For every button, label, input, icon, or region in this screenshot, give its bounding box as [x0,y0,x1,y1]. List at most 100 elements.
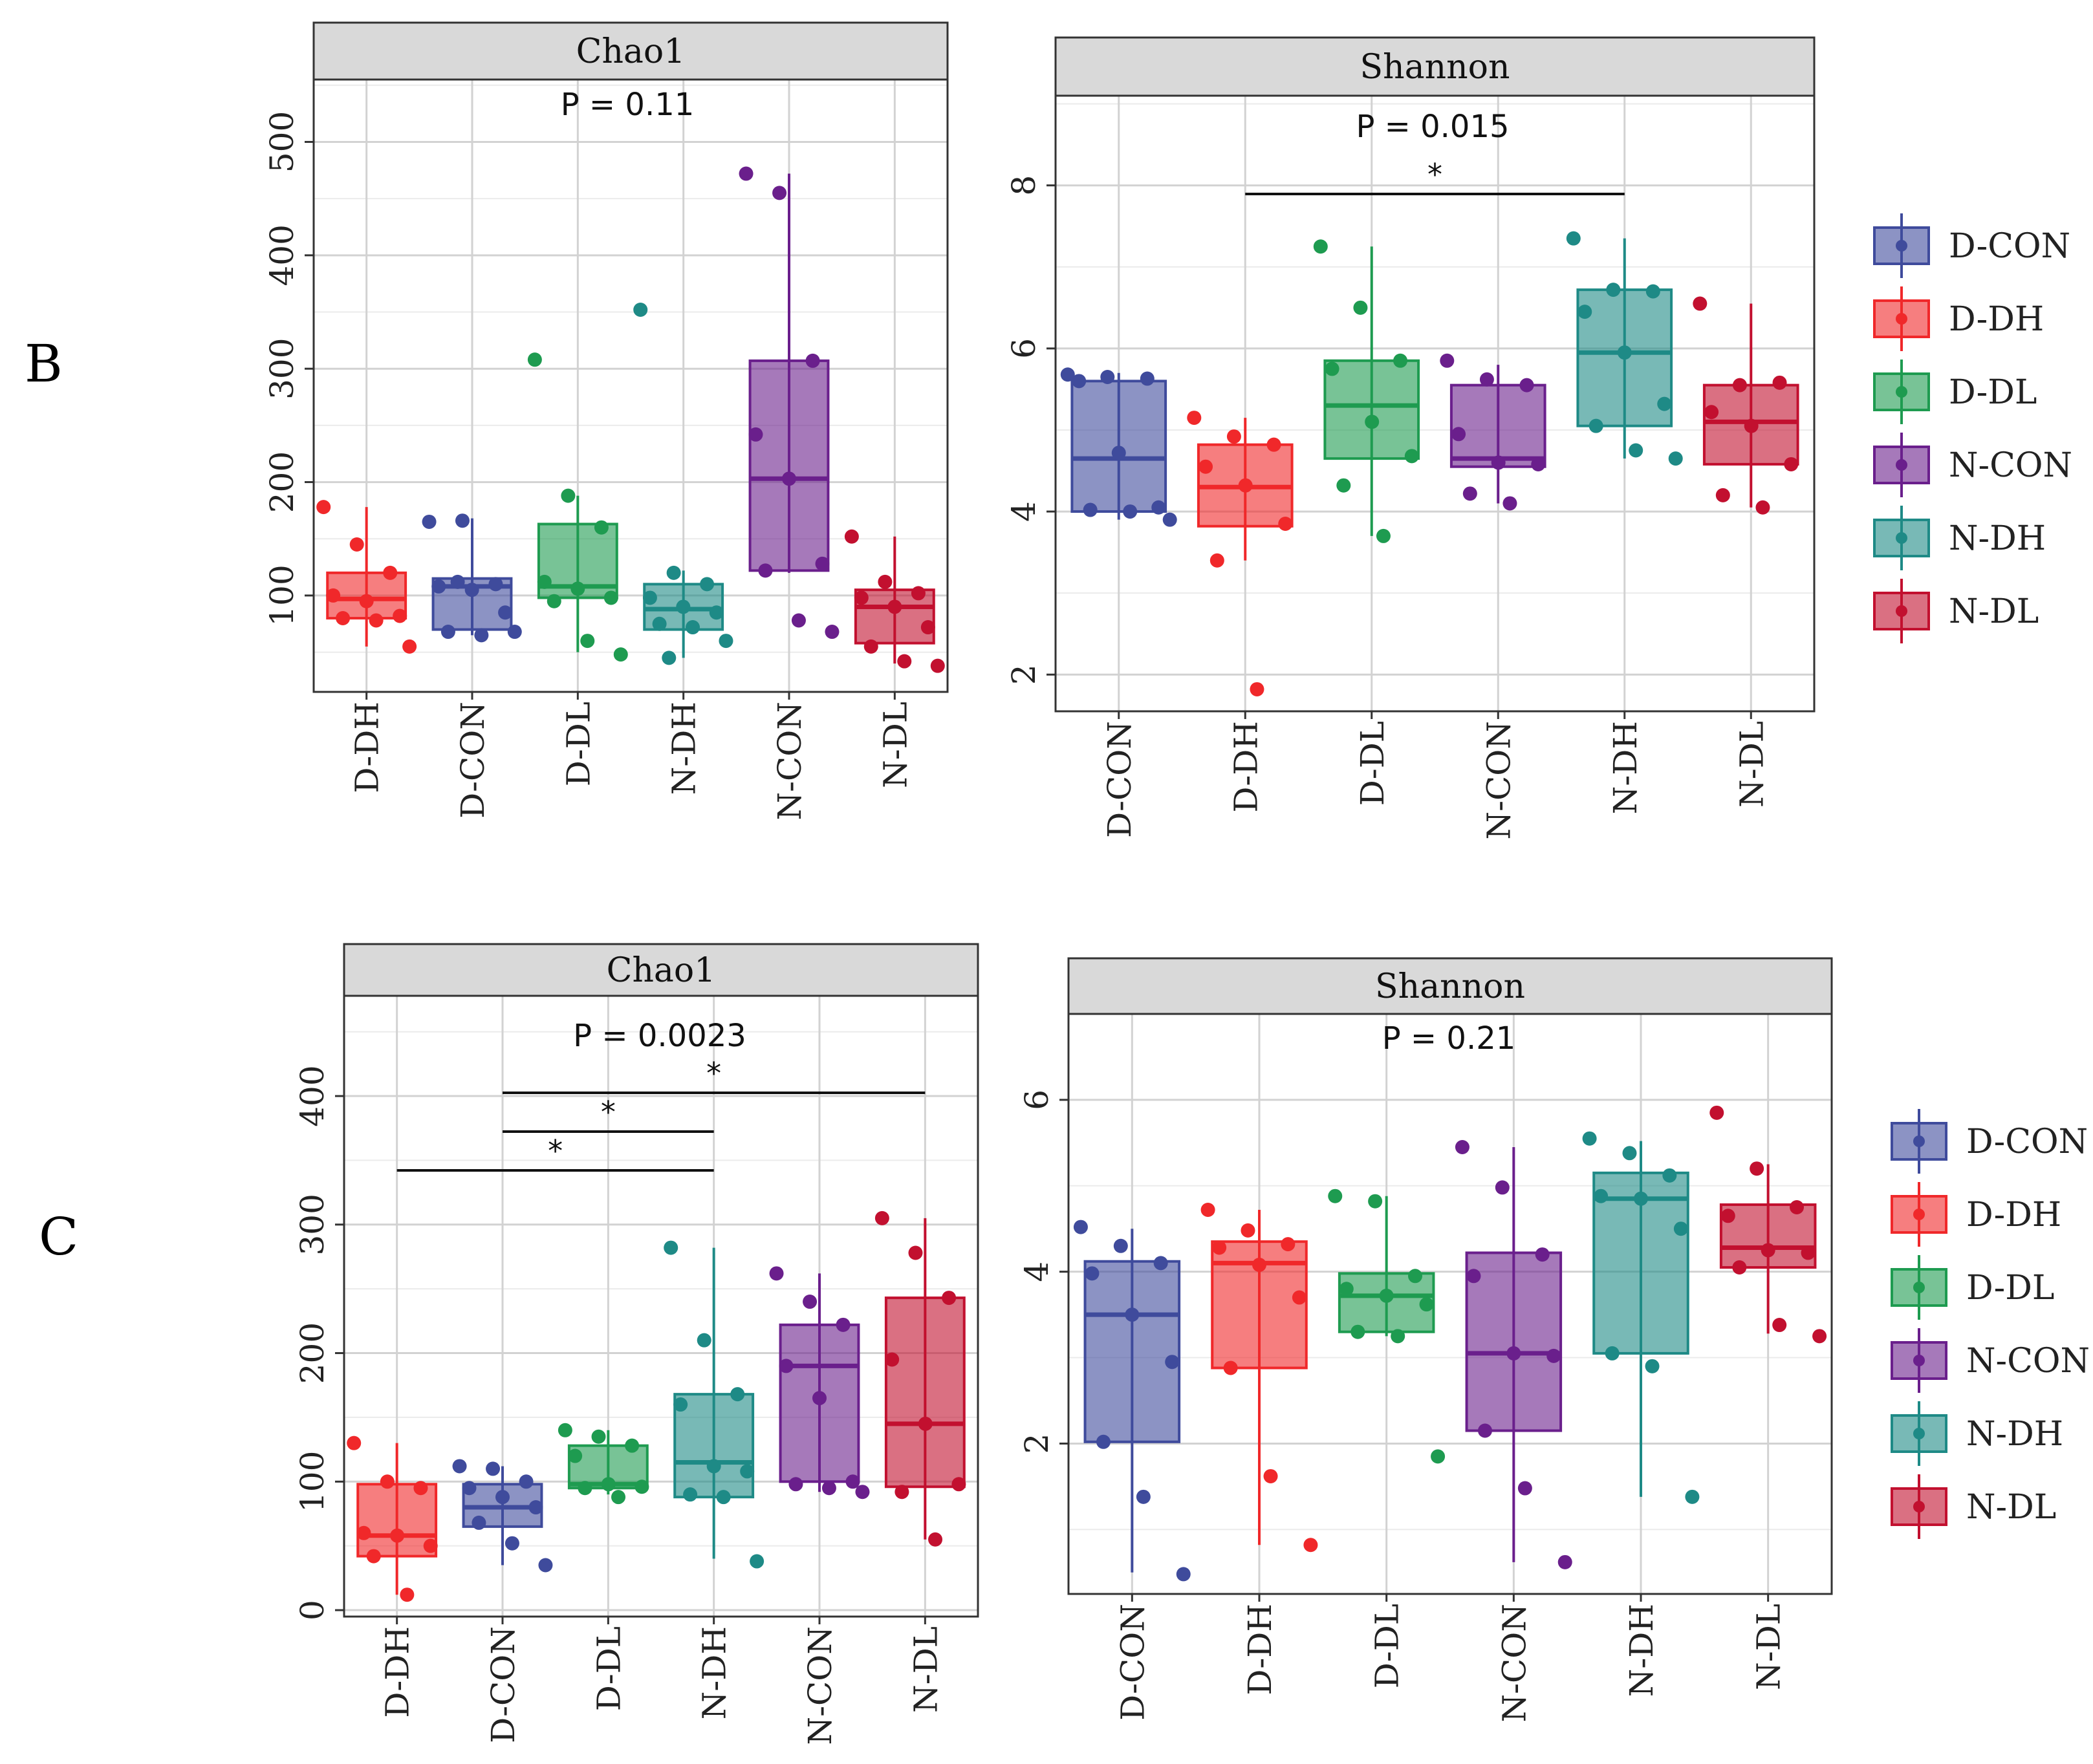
x-tick-label: D-CON [454,702,492,819]
x-tick-label: N-DL [876,702,914,788]
data-point [1790,1200,1805,1214]
plot-background [344,996,978,1617]
x-tick-label: N-DH [696,1626,733,1719]
legend-label: D-DH [1966,1196,2061,1234]
y-tick-label: 400 [294,1065,331,1126]
data-point [1368,1194,1383,1209]
data-point [758,563,773,578]
data-point [951,1477,966,1492]
box-d-dl [558,1423,649,1505]
chart-c-shannon: 2 4 6 D-CON D-DH D-DL N-CON N-DH N-DL Shannon P = … [1018,957,1833,1723]
legend-label: N-DH [1949,519,2046,558]
data-point [1812,1329,1827,1344]
data-point [878,574,893,589]
data-point [1292,1290,1307,1305]
box-body [1449,383,1546,468]
data-point [1136,1489,1151,1504]
box-d-dh [1200,1202,1318,1553]
box-d-con [1073,1220,1191,1582]
data-point [369,613,384,628]
data-point [1140,371,1155,386]
plot-border [312,78,949,693]
x-tick-label: D-DL [1354,721,1391,806]
data-point [452,1459,467,1474]
data-point [1162,512,1177,527]
legend-bottom: D-CON D-DH D-DL N-CON N-DH N-DL [1891,1109,2090,1539]
x-tick-label: N-CON [1495,1604,1533,1723]
box-body [1323,359,1420,460]
data-point [1622,1146,1637,1161]
facet-title: Chao1 [607,951,716,990]
data-point [664,1240,678,1255]
legend-item-d-dh: D-DH [1891,1182,2061,1247]
data-point [1546,1348,1561,1363]
data-point [1113,1238,1128,1253]
data-point [1715,488,1730,502]
data-point [706,1459,721,1474]
box-body [1083,1260,1181,1443]
significance-star: * [1427,157,1442,192]
data-point [625,1438,640,1453]
data-point [928,1532,943,1547]
box-body [884,1296,966,1489]
data-point [683,1487,698,1502]
data-point [578,1481,592,1496]
box-n-con [739,166,840,640]
data-point [349,537,364,552]
data-point [836,1317,851,1332]
data-point [821,1481,836,1496]
data-point [423,1538,438,1553]
facet-title: Shannon [1375,967,1525,1006]
data-point [1685,1489,1700,1504]
p-value-label: P = 0.0023 [573,1018,746,1054]
legend-item-d-dl: D-DL [1891,1255,2054,1320]
plot-border [1067,1013,1833,1595]
data-point [1404,449,1419,464]
data-point [450,574,465,589]
legend-item-d-dl: D-DL [1873,360,2037,424]
data-point [1491,455,1506,470]
data-point [1589,418,1603,433]
y-tick-label: 8 [1005,175,1043,196]
data-point [380,1474,395,1489]
box-n-con [769,1266,870,1500]
data-point [942,1291,957,1306]
data-point [1153,1256,1168,1271]
data-point [400,1587,415,1602]
y-tick-label: 6 [1018,1090,1056,1110]
data-point [488,577,503,592]
data-point [1250,682,1264,696]
data-point [455,513,470,528]
x-tick-label: N-CON [771,702,808,821]
data-point [1451,427,1466,442]
data-point [1531,457,1546,471]
x-tick-label: N-CON [1480,721,1517,840]
data-point [739,166,754,181]
y-tick-label: 100 [294,1451,331,1512]
y-tick-label: 2 [1005,664,1043,685]
x-tick-label: N-DL [907,1626,944,1713]
data-point [930,658,945,673]
box-d-dl [527,352,628,662]
x-tick-label: N-DH [666,702,703,795]
x-tick-label: D-DL [1369,1604,1406,1688]
legend-key [1891,1341,1947,1380]
data-point [1732,378,1747,393]
plot-background [1068,1014,1832,1594]
legend-item-n-dl: N-DL [1891,1474,2056,1539]
legend-key [1891,1268,1947,1307]
plot-border [343,995,979,1618]
data-point [1125,1307,1140,1322]
x-tick-label: N-CON [801,1626,839,1745]
data-point [1582,1131,1597,1146]
legend-item-d-con: D-CON [1891,1109,2088,1174]
y-tick-label: 4 [1018,1262,1056,1282]
data-point [561,488,576,503]
data-point [498,605,513,620]
legend-label: N-CON [1949,446,2072,485]
legend-label: D-CON [1966,1123,2088,1161]
data-point [568,1448,583,1463]
box-body [748,359,830,572]
